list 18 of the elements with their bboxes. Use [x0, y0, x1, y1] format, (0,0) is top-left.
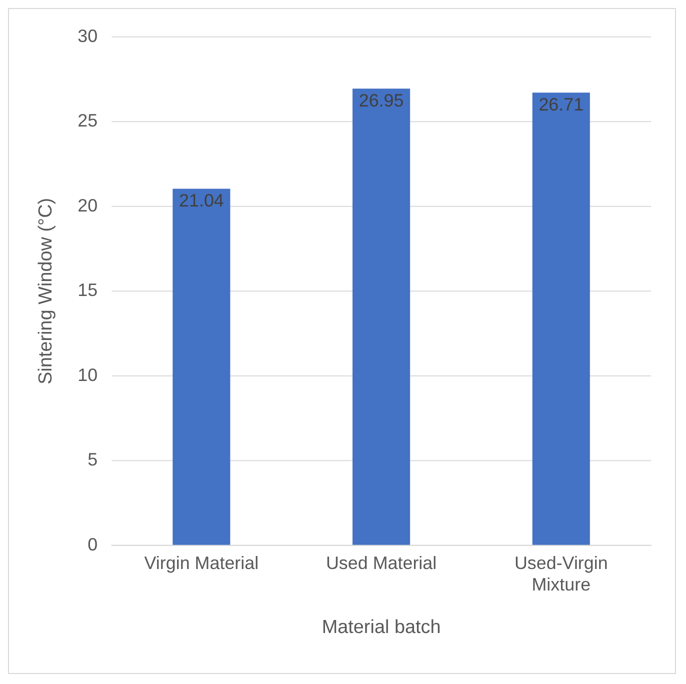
- data-label: 21.04: [178, 190, 224, 211]
- bar: [172, 188, 230, 545]
- y-tick-label: 0: [88, 534, 98, 554]
- bar: [352, 88, 410, 545]
- y-tick-label: 20: [78, 195, 98, 216]
- x-tick-label: Virgin Material: [144, 553, 259, 574]
- bar: [532, 92, 590, 545]
- x-axis-title: Material batch: [322, 616, 441, 638]
- y-tick-label: 10: [78, 364, 98, 385]
- y-tick-label: 15: [78, 280, 98, 300]
- data-label: 26.95: [358, 90, 404, 111]
- y-tick-label: 25: [78, 110, 98, 131]
- y-tick-label: 5: [88, 450, 98, 470]
- x-tick-label: Used-Virgin Mixture: [514, 553, 608, 595]
- data-label: 26.71: [538, 94, 584, 115]
- x-tick-label: Used Material: [326, 553, 437, 574]
- y-axis-title: Sintering Window (°C): [36, 198, 57, 384]
- y-tick-label: 30: [78, 26, 98, 46]
